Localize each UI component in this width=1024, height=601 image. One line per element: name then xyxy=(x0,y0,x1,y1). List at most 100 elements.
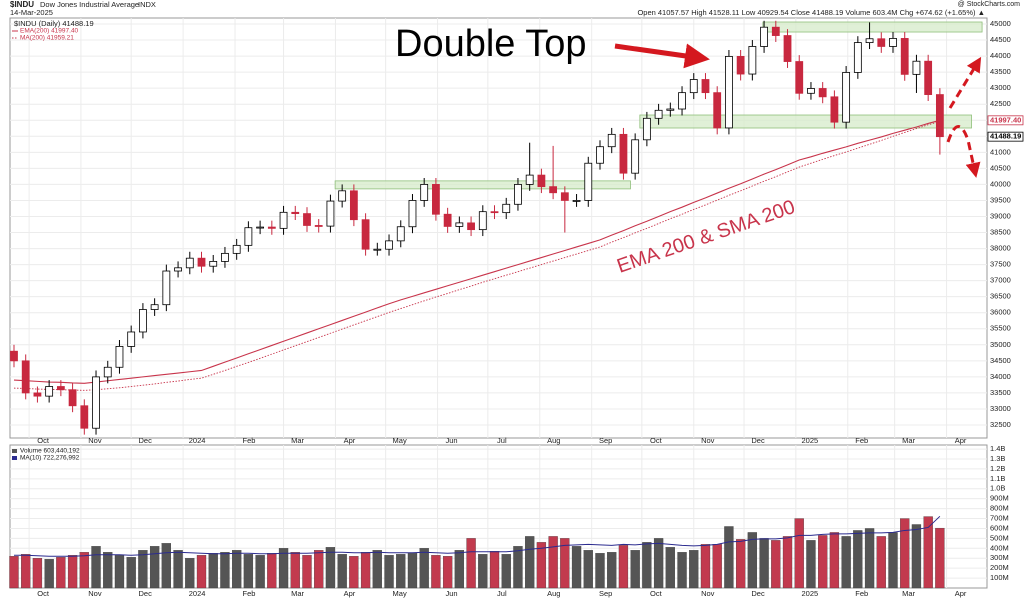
x-tick-label: Oct xyxy=(650,436,663,445)
candle-body xyxy=(408,200,417,228)
volume-bar xyxy=(853,530,863,589)
volume-bar xyxy=(349,556,359,589)
volume-bar xyxy=(149,546,160,589)
volume-bar xyxy=(747,532,758,589)
volume-bar xyxy=(208,553,218,589)
volume-bar xyxy=(442,556,453,589)
y-tick-label: 300M xyxy=(990,553,1009,562)
candle-body xyxy=(889,38,897,47)
volume-bar xyxy=(818,535,828,589)
y-tick-label: 200M xyxy=(990,563,1009,572)
volume-bar xyxy=(642,542,652,589)
y-tick-label: 41000 xyxy=(990,147,1011,156)
y-tick-label: 1.4B xyxy=(990,444,1005,453)
volume-bar xyxy=(829,532,840,589)
legend-swatch xyxy=(12,449,17,453)
candle-body xyxy=(21,360,30,394)
volume-bar xyxy=(571,546,582,589)
candle-body xyxy=(818,88,827,98)
y-tick-label: 100M xyxy=(990,573,1009,582)
support-zone xyxy=(762,21,983,33)
x-tick-label: Oct xyxy=(37,436,50,445)
candle-body xyxy=(900,38,909,75)
moving-average-line xyxy=(13,121,941,391)
plot-layer: 32500 33000 33500 34000 34500 35000 35500 36000… xyxy=(9,18,1024,598)
y-tick-label: 35000 xyxy=(990,340,1011,349)
candle-body xyxy=(689,79,698,94)
candle-body xyxy=(502,203,511,214)
candle-body xyxy=(92,376,100,429)
candle-body xyxy=(771,26,780,36)
candle-body xyxy=(584,162,593,201)
volume-bar xyxy=(724,526,734,589)
candle-body xyxy=(619,133,628,174)
candle-body xyxy=(291,211,300,214)
volume-bar xyxy=(314,550,324,589)
volume-bar xyxy=(44,559,54,589)
support-zone xyxy=(334,180,631,190)
candle-body xyxy=(514,184,522,205)
x-tick-label: Jun xyxy=(446,589,458,598)
volume-bar xyxy=(771,540,781,589)
y-tick-label: 45000 xyxy=(990,19,1011,28)
candle-body xyxy=(467,222,475,231)
y-tick-label: 36500 xyxy=(990,292,1011,301)
volume-bar xyxy=(114,555,125,589)
candle-body xyxy=(924,60,933,95)
y-tick-label: 40000 xyxy=(990,179,1011,188)
candle-body xyxy=(631,139,640,174)
x-tick-label: Nov xyxy=(701,436,715,445)
candle-body xyxy=(432,184,440,215)
x-tick-label: Feb xyxy=(855,436,868,445)
volume-bar xyxy=(91,546,101,589)
x-tick-label: Mar xyxy=(902,436,915,445)
y-tick-label: 1.2B xyxy=(990,464,1005,473)
y-tick-label: 32500 xyxy=(990,420,1011,429)
volume-bar xyxy=(560,538,570,589)
y-tick-label: 44500 xyxy=(990,35,1011,44)
volume-bar xyxy=(138,550,148,589)
y-tick-label: 1.1B xyxy=(990,474,1005,483)
candle-body xyxy=(115,346,124,368)
volume-bar xyxy=(126,557,136,589)
candle-body xyxy=(197,257,206,267)
y-tick-label: 35500 xyxy=(990,324,1011,333)
y-tick-label: 500M xyxy=(990,533,1009,542)
x-tick-label: 2025 xyxy=(801,589,818,598)
legend-label: MA(200) 41959.21 xyxy=(20,35,74,42)
x-tick-label: Dec xyxy=(751,589,765,598)
volume-bar xyxy=(607,552,617,589)
volume-bar xyxy=(407,553,418,589)
volume-bar xyxy=(372,550,382,589)
candle-body xyxy=(678,92,686,110)
volume-bar xyxy=(32,558,43,589)
candle-body xyxy=(654,109,663,119)
quote: Open 41057.57 High 41528.11 Low 40929.54… xyxy=(637,8,985,17)
volume-bar xyxy=(595,553,605,589)
volume-bar xyxy=(489,551,500,589)
volume-bar xyxy=(161,543,171,589)
candle-body xyxy=(349,190,358,221)
candle-body xyxy=(174,267,182,272)
y-tick-label: 43000 xyxy=(990,83,1011,92)
candle-body xyxy=(314,225,323,227)
candle-body xyxy=(560,192,569,201)
price-label-box xyxy=(987,115,1024,126)
volume-bar xyxy=(360,552,371,589)
volume-bar xyxy=(255,555,265,589)
y-tick-label: 38500 xyxy=(990,228,1011,237)
x-tick-label: Sep xyxy=(599,436,612,445)
volume-bar xyxy=(79,552,89,589)
volume-bar xyxy=(841,536,851,589)
candle-body xyxy=(68,389,77,407)
candle-body xyxy=(455,222,464,227)
y-tick-label: 33000 xyxy=(990,404,1011,413)
candle-body xyxy=(807,88,815,94)
candle-body xyxy=(232,244,241,254)
candle-body xyxy=(783,35,792,62)
candle-body xyxy=(537,174,546,188)
volume-bar xyxy=(21,554,31,589)
x-tick-label: Apr xyxy=(955,589,967,598)
candle-body xyxy=(877,38,886,47)
